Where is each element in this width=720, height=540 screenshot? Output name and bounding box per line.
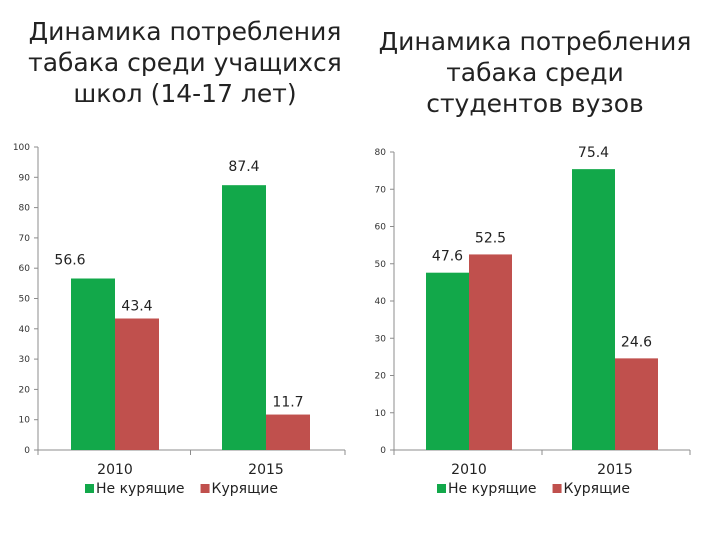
legend-swatch-students [437, 484, 446, 493]
y-tick-label-students: 10 [375, 409, 387, 419]
bar-school [266, 414, 310, 450]
legend-label-students: Курящие [564, 481, 630, 497]
data-label-school: 43.4 [121, 298, 152, 314]
y-tick-label-students: 40 [375, 297, 387, 307]
bar-students [469, 254, 512, 450]
data-label-students: 75.4 [578, 145, 609, 161]
y-tick-label-school: 80 [19, 204, 31, 214]
y-tick-label-students: 70 [375, 185, 387, 195]
y-tick-label-students: 20 [375, 372, 387, 382]
data-label-school: 56.6 [54, 253, 85, 269]
legend-swatch-school [200, 484, 210, 493]
x-tick-label-students: 2015 [597, 462, 633, 478]
legend-label-school: Не курящие [96, 481, 185, 497]
x-tick-label-school: 2015 [248, 462, 284, 478]
y-tick-label-school: 20 [19, 385, 31, 395]
y-tick-label-students: 0 [380, 446, 386, 456]
legend-swatch-school [85, 484, 94, 493]
bar-school [222, 185, 266, 451]
y-tick-label-school: 10 [19, 416, 31, 426]
chart-title-schools: Динамика потребления табака среди учащих… [28, 17, 342, 108]
data-label-students: 52.5 [475, 230, 506, 246]
legend-label-school: Курящие [212, 481, 278, 497]
data-label-school: 11.7 [272, 395, 303, 411]
y-tick-label-students: 30 [375, 334, 387, 344]
y-tick-label-school: 100 [13, 143, 30, 153]
data-label-students: 24.6 [621, 334, 652, 350]
bar-students [615, 358, 658, 450]
y-tick-label-school: 60 [19, 264, 31, 274]
y-tick-label-students: 50 [375, 260, 387, 270]
bar-school [115, 318, 159, 450]
y-tick-label-school: 0 [24, 446, 30, 456]
y-tick-label-school: 40 [19, 325, 31, 335]
legend-swatch-students [552, 484, 562, 493]
y-tick-label-school: 30 [19, 355, 31, 365]
x-tick-label-school: 2010 [97, 462, 133, 478]
x-tick-label-students: 2010 [451, 462, 487, 478]
legend-label-students: Не курящие [448, 481, 537, 497]
data-label-students: 47.6 [432, 249, 463, 265]
y-tick-label-school: 70 [19, 234, 31, 244]
y-tick-label-school: 90 [19, 173, 31, 183]
bar-students [572, 169, 615, 450]
y-tick-label-students: 60 [375, 223, 387, 233]
chart-title-students: Динамика потребления табака среди студен… [378, 27, 692, 118]
data-label-school: 87.4 [228, 159, 259, 175]
bar-school [71, 278, 115, 450]
bar-students [426, 272, 469, 450]
y-tick-label-students: 80 [375, 148, 387, 158]
y-tick-label-school: 50 [19, 295, 31, 305]
